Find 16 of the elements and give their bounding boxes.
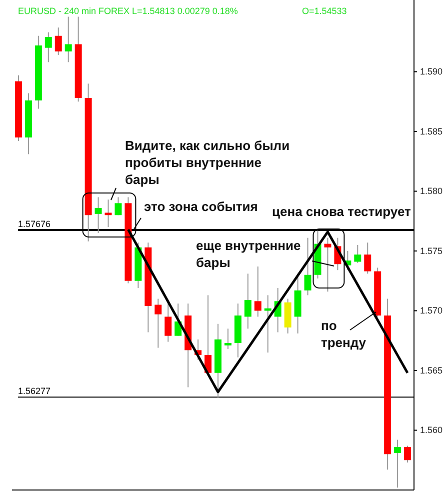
text: EURUSD - 240 min FOREX L=1.54813 0.00279 0.18%	[18, 6, 238, 16]
y-tick-label: 1.590	[420, 66, 443, 77]
text: O=1.54533	[302, 6, 347, 16]
y-tick-label: 1.585	[420, 126, 443, 136]
y-tick-label: 1.570	[420, 306, 443, 316]
y-tick-label: 1.565	[420, 365, 443, 376]
annotation: цена снова тестирует	[272, 204, 411, 219]
ref-line-label: 1.56277	[18, 386, 51, 396]
y-tick-label: 1.580	[420, 186, 443, 196]
annotation: по тренду	[321, 318, 367, 350]
annotation: еще внутренние бары	[196, 238, 301, 270]
y-tick-label: 1.575	[420, 246, 443, 256]
ref-line-label: 1.57676	[18, 218, 51, 229]
annotation: это зона события	[144, 199, 258, 214]
y-tick-label: 1.560	[420, 425, 443, 436]
annotation: Видите, как сильно были пробиты внутренние бары	[125, 138, 290, 187]
